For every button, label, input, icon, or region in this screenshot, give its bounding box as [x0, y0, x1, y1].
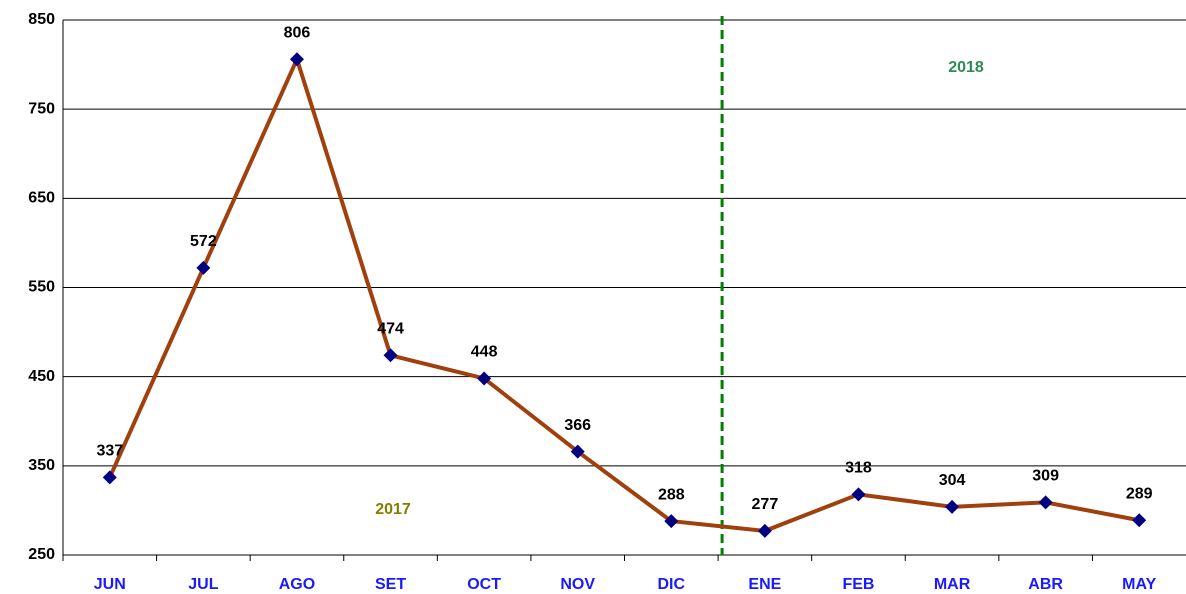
marker	[196, 260, 211, 275]
data-label: 337	[96, 443, 123, 460]
y-tick-label: 850	[28, 11, 55, 28]
data-label: 806	[284, 24, 311, 41]
x-tick-label: ENE	[748, 576, 781, 593]
data-label: 289	[1126, 485, 1153, 502]
x-tick-label: NOV	[560, 576, 595, 593]
data-label: 474	[377, 320, 404, 337]
x-tick-label: MAY	[1122, 576, 1156, 593]
x-tick-label: FEB	[842, 576, 874, 593]
marker	[570, 444, 585, 459]
x-tick-label: SET	[375, 576, 406, 593]
marker	[1038, 495, 1053, 510]
data-label: 309	[1032, 468, 1059, 485]
marker	[477, 371, 492, 386]
y-tick-label: 750	[28, 100, 55, 117]
y-tick-label: 250	[28, 546, 55, 563]
data-label: 304	[939, 472, 966, 489]
marker	[757, 523, 772, 538]
data-label: 288	[658, 486, 685, 503]
y-tick-label: 550	[28, 279, 55, 296]
marker	[102, 470, 117, 485]
marker	[289, 52, 304, 67]
x-tick-label: DIC	[658, 576, 686, 593]
line	[107, 53, 1140, 533]
marker	[1132, 513, 1147, 528]
marker	[383, 348, 398, 363]
y-tick-label: 450	[28, 368, 55, 385]
x-tick-label: MAR	[934, 576, 971, 593]
data-label: 366	[564, 417, 591, 434]
marker	[945, 499, 960, 514]
marker	[664, 514, 679, 529]
x-tick-label: AGO	[279, 576, 315, 593]
data-label: 448	[471, 344, 498, 361]
data-label: 277	[752, 496, 779, 513]
x-tick-label: OCT	[467, 576, 501, 593]
x-tick-label: JUL	[188, 576, 218, 593]
y-tick-label: 350	[28, 457, 55, 474]
annotation: 2017	[375, 501, 411, 518]
annotation: 2018	[948, 59, 984, 76]
x-tick-label: ABR	[1028, 576, 1063, 593]
marker	[851, 487, 866, 502]
x-tick-label: JUN	[94, 576, 126, 593]
data-label: 318	[845, 460, 872, 477]
data-label: 572	[190, 233, 217, 250]
y-tick-label: 650	[28, 190, 55, 207]
